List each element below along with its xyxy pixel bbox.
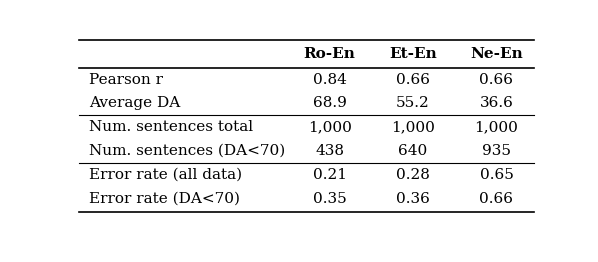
Text: 935: 935 — [482, 144, 511, 158]
Text: Error rate (DA<70): Error rate (DA<70) — [89, 192, 240, 206]
Text: 0.66: 0.66 — [396, 73, 430, 87]
Text: 0.28: 0.28 — [396, 168, 430, 182]
Text: 0.66: 0.66 — [480, 192, 514, 206]
Text: 36.6: 36.6 — [480, 96, 514, 111]
Text: 0.36: 0.36 — [396, 192, 430, 206]
Text: 438: 438 — [315, 144, 344, 158]
Text: Error rate (all data): Error rate (all data) — [89, 168, 242, 182]
Text: Num. sentences (DA<70): Num. sentences (DA<70) — [89, 144, 285, 158]
Text: Num. sentences total: Num. sentences total — [89, 120, 253, 134]
Text: 0.84: 0.84 — [313, 73, 347, 87]
Text: Pearson r: Pearson r — [89, 73, 163, 87]
Text: 0.35: 0.35 — [313, 192, 346, 206]
Text: Average DA: Average DA — [89, 96, 180, 111]
Text: 0.66: 0.66 — [480, 73, 514, 87]
Text: 640: 640 — [398, 144, 428, 158]
Text: 1,000: 1,000 — [475, 120, 518, 134]
Text: Et-En: Et-En — [389, 47, 437, 61]
Text: 1,000: 1,000 — [308, 120, 352, 134]
Text: 1,000: 1,000 — [391, 120, 435, 134]
Text: 55.2: 55.2 — [396, 96, 430, 111]
Text: 0.21: 0.21 — [313, 168, 347, 182]
Text: Ne-En: Ne-En — [470, 47, 523, 61]
Text: Ro-En: Ro-En — [304, 47, 356, 61]
Text: 0.65: 0.65 — [480, 168, 514, 182]
Text: 68.9: 68.9 — [313, 96, 347, 111]
